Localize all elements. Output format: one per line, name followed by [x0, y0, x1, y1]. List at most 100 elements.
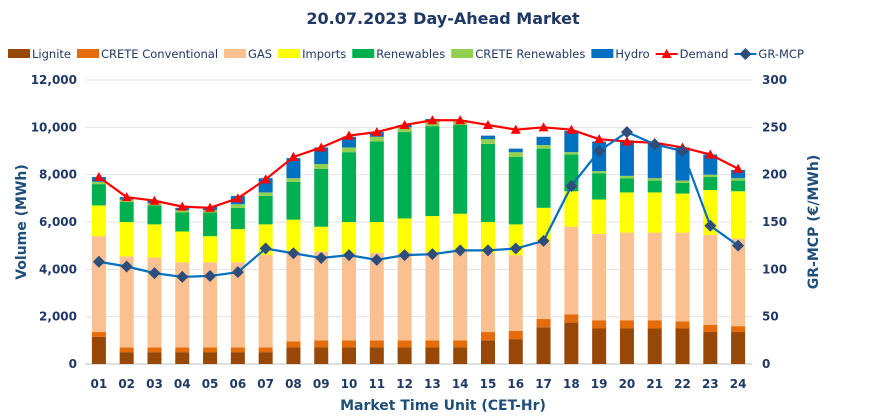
bar-renewables	[508, 156, 523, 225]
x-tick-label: 18	[563, 377, 580, 391]
bar-renewables	[369, 141, 384, 222]
bar-hydro	[675, 147, 690, 181]
bar-crete-conventional	[397, 340, 412, 348]
gr-mcp-point	[120, 260, 133, 273]
bar-renewables	[147, 205, 162, 225]
bar-crete-renewables	[647, 178, 662, 181]
bar-gas	[425, 252, 440, 341]
gr-mcp-point	[92, 255, 105, 268]
bar-gas	[91, 236, 106, 333]
bar-crete-conventional	[536, 319, 551, 328]
bar-renewables	[619, 178, 634, 193]
bar-crete-conventional	[203, 347, 218, 353]
bar-renewables	[342, 152, 357, 222]
bar-crete-renewables	[592, 171, 607, 174]
gr-mcp-point	[259, 242, 272, 255]
demand-point	[232, 193, 243, 203]
bar-gas	[453, 250, 468, 341]
bar-crete-conventional	[703, 324, 718, 333]
y2-tick-label: 100	[762, 262, 787, 276]
bar-lignite	[286, 347, 301, 364]
bar-crete-renewables	[480, 139, 495, 144]
y-tick-label: 6,000	[39, 215, 77, 229]
legend-swatch-hydro	[591, 49, 614, 58]
bar-lignite	[675, 328, 690, 364]
y2-axis-label: GR-MCP (€/MWh)	[806, 155, 822, 289]
x-tick-label: 23	[702, 377, 719, 391]
x-tick-label: 05	[202, 377, 219, 391]
x-tick-label: 02	[118, 377, 135, 391]
bar-hydro	[342, 136, 357, 148]
bar-lignite	[536, 327, 551, 364]
gr-mcp-point	[231, 266, 244, 279]
bar-crete-renewables	[675, 180, 690, 183]
y2-tick-label: 300	[762, 73, 787, 87]
bar-crete-renewables	[314, 164, 329, 169]
bar-imports	[675, 193, 690, 233]
bar-imports	[314, 226, 329, 252]
tick-labels: 02,0004,0006,0008,00010,00012,0000501001…	[31, 73, 787, 391]
bar-crete-conventional	[592, 320, 607, 329]
legend-swatch-renewables	[352, 49, 375, 58]
bar-renewables	[286, 181, 301, 220]
bar-crete-conventional	[342, 340, 357, 348]
x-tick-label: 07	[257, 377, 274, 391]
gr-mcp-point	[176, 270, 189, 283]
y-tick-label: 2,000	[39, 310, 77, 324]
bar-gas	[397, 252, 412, 341]
x-tick-label: 20	[619, 377, 636, 391]
bar-renewables	[397, 132, 412, 219]
y-tick-label: 4,000	[39, 262, 77, 276]
bar-imports	[342, 222, 357, 254]
bar-hydro	[619, 140, 634, 176]
x-tick-label: 03	[146, 377, 163, 391]
x-tick-label: 24	[730, 377, 747, 391]
bar-imports	[397, 218, 412, 253]
bar-renewables	[675, 182, 690, 194]
bar-renewables	[258, 195, 273, 225]
demand-point	[621, 136, 632, 146]
bar-hydro	[647, 142, 662, 179]
x-tick-label: 21	[646, 377, 663, 391]
bar-crete-renewables	[731, 178, 746, 181]
demand-point	[427, 115, 438, 125]
bar-lignite	[647, 328, 662, 364]
bar-crete-renewables	[286, 178, 301, 182]
bar-lignite	[397, 347, 412, 364]
bar-imports	[592, 199, 607, 234]
bar-lignite	[203, 352, 218, 364]
x-tick-label: 14	[452, 377, 469, 391]
legend-label-crete-renewables: CRETE Renewables	[475, 47, 585, 61]
gr-mcp-line	[98, 130, 739, 279]
bar-lignite	[119, 352, 134, 364]
bar-crete-renewables	[258, 192, 273, 196]
gr-mcp-point	[704, 219, 717, 232]
bar-lignite	[147, 352, 162, 364]
demand-point	[455, 115, 466, 125]
bar-crete-conventional	[230, 347, 245, 353]
demand-line	[98, 119, 739, 209]
x-tick-label: 19	[591, 377, 608, 391]
bar-crete-conventional	[119, 347, 134, 353]
bar-renewables	[536, 148, 551, 208]
bar-crete-renewables	[703, 174, 718, 178]
bar-lignite	[425, 347, 440, 364]
gr-mcp-point	[648, 138, 661, 151]
bar-gas	[147, 257, 162, 348]
bar-crete-renewables	[536, 145, 551, 149]
bar-lignite	[91, 336, 106, 364]
bar-hydro	[536, 136, 551, 146]
bar-imports	[619, 192, 634, 233]
demand-point	[121, 192, 132, 202]
lines	[92, 115, 745, 283]
bar-renewables	[480, 143, 495, 222]
bar-renewables	[175, 212, 190, 232]
demand-point	[399, 119, 410, 129]
gr-mcp-point	[426, 248, 439, 261]
bar-renewables	[230, 207, 245, 230]
gr-mcp-point	[732, 239, 745, 252]
x-tick-label: 16	[507, 377, 524, 391]
y2-tick-label: 200	[762, 168, 787, 182]
x-tick-label: 09	[313, 377, 330, 391]
x-tick-label: 08	[285, 377, 302, 391]
